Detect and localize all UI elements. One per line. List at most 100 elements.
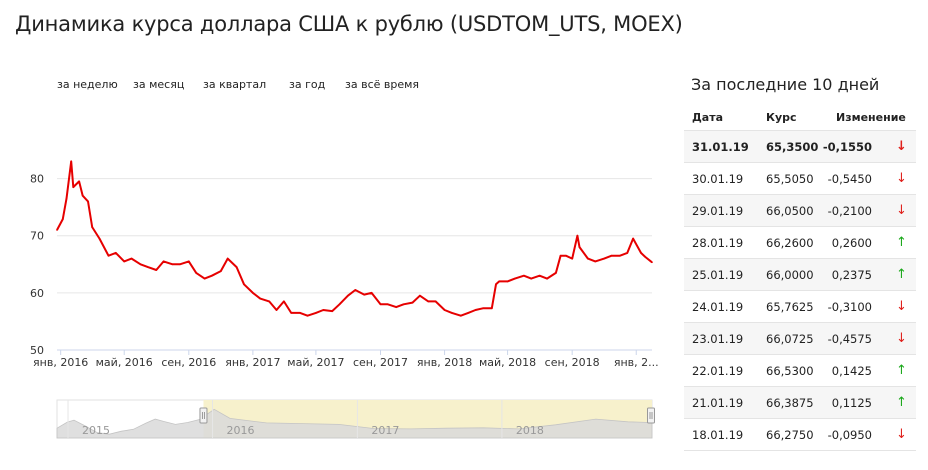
x-tick-label: сен, 2016 — [161, 356, 216, 369]
data-point — [506, 280, 509, 283]
tab-all-time[interactable]: за всё время — [345, 78, 420, 91]
data-point — [87, 200, 89, 203]
row-change: 0,2600 — [831, 235, 872, 250]
data-point — [179, 263, 181, 266]
row-rate: 66,5300 — [766, 363, 814, 378]
data-point — [259, 297, 262, 300]
data-point — [162, 260, 165, 263]
data-point — [147, 266, 149, 268]
y-tick-label: 50 — [30, 344, 44, 357]
chart-grid — [57, 178, 652, 351]
data-point — [419, 294, 421, 297]
data-point — [546, 277, 548, 280]
y-axis: 50 60 70 80 — [30, 173, 44, 357]
data-point — [338, 303, 341, 306]
data-point — [354, 289, 357, 291]
x-tick-label: май, 2016 — [96, 356, 153, 369]
row-change: -0,2100 — [827, 203, 872, 218]
row-date: 28.01.19 — [692, 235, 744, 250]
navigator-year-label: 2016 — [227, 424, 255, 437]
row-rate: 66,0725 — [766, 331, 814, 346]
data-point — [91, 226, 93, 228]
data-point — [115, 252, 117, 254]
row-rate: 66,2600 — [766, 235, 814, 250]
data-point — [587, 257, 589, 260]
data-point — [315, 312, 317, 314]
row-date: 29.01.19 — [692, 203, 744, 218]
data-point — [411, 301, 414, 304]
arrow-up-icon: ↑ — [896, 235, 907, 250]
table-row: 22.01.19 66,5300 0,1425 ↑ — [684, 355, 916, 387]
table-header-row: Дата Курс Изменение — [684, 104, 916, 131]
table-body: 31.01.19 65,3500 -0,1550 ↓ 30.01.19 65,5050 -0… — [684, 131, 916, 451]
data-point — [538, 274, 541, 277]
data-point — [139, 263, 142, 266]
x-tick-label: янв, 2017 — [225, 356, 280, 369]
data-point — [644, 256, 646, 258]
data-point — [640, 252, 642, 254]
arrow-down-icon: ↓ — [896, 299, 907, 314]
data-point — [467, 312, 469, 314]
navigator-year-label: 2018 — [516, 424, 544, 437]
data-point — [626, 252, 629, 254]
table-row: 30.01.19 65,5050 -0,5450 ↓ — [684, 163, 916, 195]
tab-year[interactable]: за год — [289, 78, 326, 91]
data-point — [363, 293, 366, 296]
data-point — [226, 257, 229, 260]
navigator-year-label: 2015 — [82, 424, 110, 437]
navigator-year-label: 2017 — [371, 424, 399, 437]
data-point — [495, 283, 497, 286]
arrow-up-icon: ↑ — [896, 395, 907, 410]
chart-navigator[interactable]: 2015 2016 2017 2018 — [0, 398, 670, 443]
data-point — [130, 257, 133, 260]
chart-series — [56, 160, 653, 317]
data-point — [491, 307, 493, 310]
table-row: 31.01.19 65,3500 -0,1550 ↓ — [684, 131, 916, 163]
data-point — [514, 277, 516, 280]
tab-month[interactable]: за месяц — [133, 78, 185, 91]
data-point — [395, 306, 398, 308]
data-point — [252, 292, 254, 294]
table-row: 21.01.19 66,3875 0,1125 ↑ — [684, 387, 916, 419]
x-axis: янв, 2016 май, 2016 сен, 2016 янв, 2017 май,… — [33, 349, 659, 369]
data-point — [56, 229, 58, 231]
data-point — [555, 272, 557, 274]
data-point — [171, 263, 174, 266]
arrow-down-icon: ↓ — [896, 427, 907, 442]
row-rate: 65,3500 — [766, 139, 819, 154]
table-row: 23.01.19 66,0725 -0,4575 ↓ — [684, 323, 916, 355]
data-point — [632, 237, 634, 240]
data-point — [523, 274, 525, 277]
row-change: 0,1425 — [831, 363, 872, 378]
table-row: 25.01.19 66,0000 0,2375 ↑ — [684, 259, 916, 291]
data-point — [603, 257, 606, 260]
tab-quarter[interactable]: за квартал — [203, 78, 267, 91]
data-point — [498, 280, 500, 283]
rates-table: Дата Курс Изменение 31.01.19 65,3500 -0,15… — [684, 104, 916, 451]
arrow-up-icon: ↑ — [896, 267, 907, 282]
y-tick-label: 80 — [30, 173, 44, 186]
header-change: Изменение — [836, 110, 906, 124]
data-point — [203, 277, 206, 280]
data-point — [565, 254, 567, 257]
data-point — [322, 309, 325, 311]
row-change: -0,1550 — [822, 139, 872, 154]
row-rate: 66,3875 — [766, 395, 814, 410]
navigator-handle-left[interactable] — [199, 407, 208, 424]
data-point — [530, 277, 533, 280]
row-date: 24.01.19 — [692, 299, 744, 314]
data-point — [211, 274, 213, 277]
row-date: 18.01.19 — [692, 427, 744, 442]
data-point — [402, 303, 405, 306]
row-rate: 65,7625 — [766, 299, 814, 314]
data-point — [70, 160, 72, 163]
arrow-down-icon: ↓ — [896, 139, 907, 154]
x-tick-label: янв, 2... — [614, 356, 659, 369]
tab-week[interactable]: за неделю — [57, 78, 118, 91]
row-date: 25.01.19 — [692, 267, 744, 282]
navigator-handle-right[interactable] — [647, 407, 655, 424]
row-date: 21.01.19 — [692, 395, 744, 410]
data-point — [331, 310, 333, 312]
data-point — [61, 218, 64, 220]
